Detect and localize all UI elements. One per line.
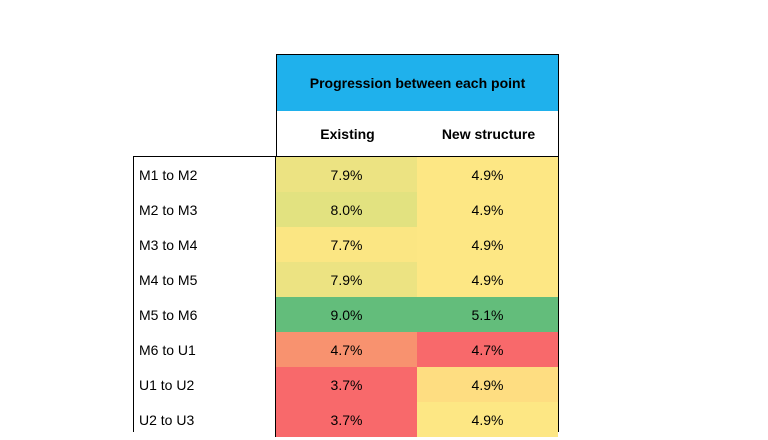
new-structure-cell: 4.9% xyxy=(417,367,558,402)
row-label: M5 to M6 xyxy=(134,297,276,332)
new-structure-cell: 4.9% xyxy=(417,402,558,437)
existing-cell: 7.9% xyxy=(276,262,417,297)
existing-cell: 7.7% xyxy=(276,227,417,262)
row-label: M4 to M5 xyxy=(134,262,276,297)
existing-cell: 4.7% xyxy=(276,332,417,367)
column-header-existing: Existing xyxy=(320,126,375,142)
row-label: U1 to U2 xyxy=(134,367,276,402)
existing-cell: 3.7% xyxy=(276,367,417,402)
column-header-new-structure: New structure xyxy=(441,126,536,142)
table-row: U1 to U2 3.7% 4.9% xyxy=(134,367,558,402)
row-label: M6 to U1 xyxy=(134,332,276,367)
new-structure-cell: 4.7% xyxy=(417,332,558,367)
new-structure-cell: 5.1% xyxy=(417,297,558,332)
table-row: M6 to U1 4.7% 4.7% xyxy=(134,332,558,367)
row-label: M3 to M4 xyxy=(134,227,276,262)
new-structure-cell: 4.9% xyxy=(417,192,558,227)
table-row: M2 to M3 8.0% 4.9% xyxy=(134,192,558,227)
table-header: Progression between each point Existing … xyxy=(276,54,559,157)
existing-cell: 7.9% xyxy=(276,157,417,192)
row-label: U2 to U3 xyxy=(134,402,276,437)
new-structure-cell: 4.9% xyxy=(417,157,558,192)
existing-cell: 8.0% xyxy=(276,192,417,227)
table-row: M3 to M4 7.7% 4.9% xyxy=(134,227,558,262)
row-label: M1 to M2 xyxy=(134,157,276,192)
row-label: M2 to M3 xyxy=(134,192,276,227)
new-structure-cell: 4.9% xyxy=(417,227,558,262)
table-row: M1 to M2 7.9% 4.9% xyxy=(134,157,558,192)
table-row: U2 to U3 3.7% 4.9% xyxy=(134,402,558,437)
progression-table: M1 to M2 7.9% 4.9% M2 to M3 8.0% 4.9% M3… xyxy=(133,156,559,437)
existing-cell: 9.0% xyxy=(276,297,417,332)
existing-cell: 3.7% xyxy=(276,402,417,437)
table-row: M4 to M5 7.9% 4.9% xyxy=(134,262,558,297)
table-title: Progression between each point xyxy=(277,55,558,111)
table-row: M5 to M6 9.0% 5.1% xyxy=(134,297,558,332)
new-structure-cell: 4.9% xyxy=(417,262,558,297)
